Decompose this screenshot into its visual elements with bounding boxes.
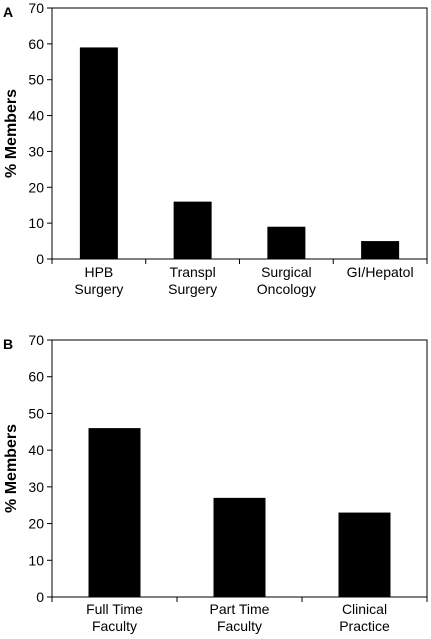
x-category-label: Part Time Faculty [210, 601, 270, 634]
x-category-label: Clinical Practice [339, 601, 390, 634]
y-tick-label: 70 [28, 0, 44, 16]
y-tick-label: 20 [28, 516, 44, 532]
y-tick-label: 40 [28, 442, 44, 458]
x-category-label: Full Time Faculty [86, 601, 143, 634]
y-tick-label: 60 [28, 369, 44, 385]
y-tick-label: 30 [28, 143, 44, 159]
y-tick-label: 0 [36, 589, 44, 605]
x-category-label: HPB Surgery [74, 264, 123, 297]
x-category-label: GI/Hepatol [347, 264, 414, 280]
y-tick-label: 70 [28, 332, 44, 348]
panel-letter: B [3, 336, 13, 352]
bar [338, 512, 391, 597]
y-tick-label: 60 [28, 36, 44, 52]
x-category-label: Surgical Oncology [257, 264, 316, 297]
x-category-label: Transpl Surgery [168, 264, 217, 297]
y-tick-label: 50 [28, 72, 44, 88]
y-tick-label: 20 [28, 179, 44, 195]
chart-panel-b: B % Members 0 10 20 30 40 50 60 70 Full Time Facult… [3, 332, 428, 634]
y-tick-label: 10 [28, 215, 44, 231]
y-tick-label: 30 [28, 479, 44, 495]
y-tick-label: 10 [28, 552, 44, 568]
bar [173, 201, 212, 259]
y-tick-label: 0 [36, 251, 44, 267]
bar [88, 428, 141, 597]
panel-letter: A [3, 4, 13, 20]
bar [79, 47, 118, 259]
bar [267, 226, 306, 259]
bar [361, 241, 400, 259]
y-axis-label: % Members [3, 424, 20, 513]
bar [213, 497, 266, 597]
y-tick-label: 50 [28, 405, 44, 421]
y-axis-label: % Members [3, 89, 20, 178]
y-tick-label: 40 [28, 108, 44, 124]
chart-panel-a: A % Members 0 10 20 30 40 50 60 70 HPB Surgery Trans… [3, 0, 428, 297]
